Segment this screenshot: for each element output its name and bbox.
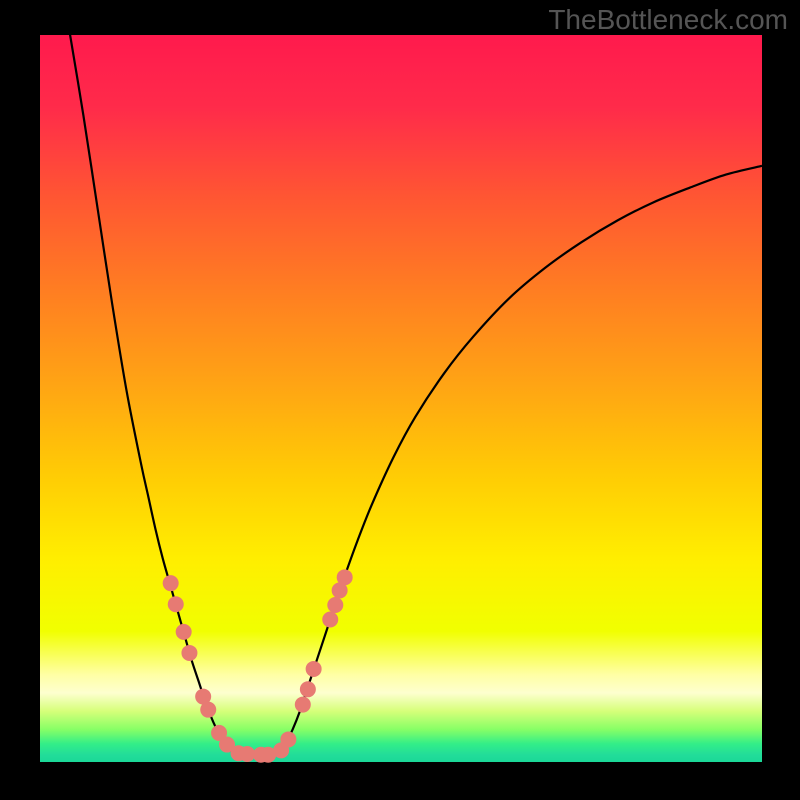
curve-marker — [327, 597, 343, 613]
curve-markers — [163, 569, 353, 762]
watermark-text: TheBottleneck.com — [548, 4, 788, 36]
curve-marker — [163, 575, 179, 591]
curve-marker — [181, 645, 197, 661]
chart-frame — [40, 35, 762, 762]
curve-marker — [300, 681, 316, 697]
bottleneck-v-curve — [69, 28, 762, 755]
curve-marker — [200, 702, 216, 718]
curve-marker — [239, 746, 255, 762]
curve-marker — [337, 569, 353, 585]
curve-marker — [176, 624, 192, 640]
curve-marker — [322, 612, 338, 628]
chart-svg — [40, 35, 762, 762]
curve-marker — [280, 731, 296, 747]
curve-marker — [306, 661, 322, 677]
curve-marker — [168, 596, 184, 612]
curve-marker — [295, 697, 311, 713]
